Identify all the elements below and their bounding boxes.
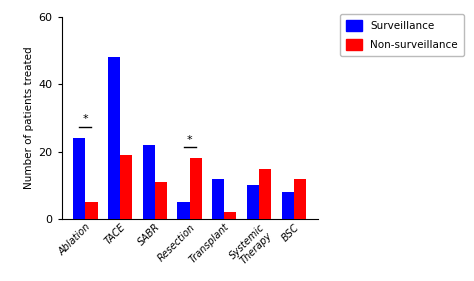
Bar [259,169,271,219]
Bar [190,158,202,219]
Bar [294,179,306,219]
Text: *: * [82,114,88,124]
Bar [224,212,237,219]
Text: *: * [187,135,192,145]
Bar [155,182,167,219]
Bar [108,57,120,219]
Legend: Surveillance, Non-surveillance: Surveillance, Non-surveillance [340,14,464,56]
Y-axis label: Number of patients treated: Number of patients treated [24,47,34,189]
Bar [177,202,190,219]
Bar [282,192,294,219]
Bar [85,202,98,219]
Bar [143,145,155,219]
Bar [212,179,224,219]
Bar [247,185,259,219]
Bar [120,155,132,219]
Bar [73,138,85,219]
